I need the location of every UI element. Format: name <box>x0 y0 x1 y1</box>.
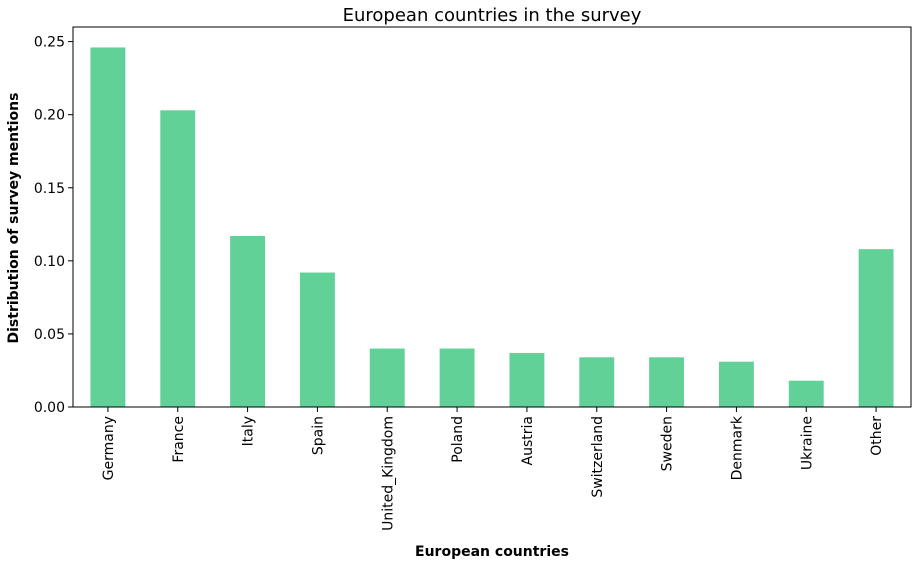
x-tick-label: Sweden <box>660 416 676 471</box>
x-tick-label: Spain <box>310 416 326 455</box>
x-tick-label: Ukraine <box>799 416 815 470</box>
bar-germany <box>90 47 126 407</box>
x-tick-label: Denmark <box>729 415 745 480</box>
x-tick-label: Switzerland <box>590 416 606 498</box>
x-axis: Germany France Italy Spain United_Kingdom Pol… <box>101 407 885 531</box>
bars-group <box>90 47 894 408</box>
x-tick-label: Poland <box>450 416 466 463</box>
bar-france <box>160 110 196 408</box>
x-tick-label: United_Kingdom <box>380 416 396 531</box>
x-tick-label: Austria <box>520 416 536 465</box>
x-tick-label: Other <box>869 416 885 456</box>
bar-sweden <box>649 357 685 407</box>
bar-denmark <box>718 361 754 407</box>
y-tick-label: 0.20 <box>34 108 65 124</box>
y-tick-label: 0.00 <box>34 400 65 416</box>
y-axis: 0.00 0.05 0.10 0.15 0.20 0.25 <box>34 35 73 416</box>
y-tick-label: 0.15 <box>34 181 65 197</box>
bar-united-kingdom <box>369 348 405 407</box>
x-tick-label: Germany <box>101 416 117 480</box>
chart-title: European countries in the survey <box>343 5 642 26</box>
y-tick-label: 0.25 <box>34 35 65 51</box>
y-tick-label: 0.10 <box>34 254 65 270</box>
bar-ukraine <box>788 380 824 407</box>
y-tick-label: 0.05 <box>34 327 65 343</box>
bar-switzerland <box>579 357 615 407</box>
bar-other <box>858 249 894 407</box>
plot-frame <box>72 26 912 408</box>
bar-austria <box>509 352 545 407</box>
bar-italy <box>230 236 266 407</box>
x-tick-label: France <box>171 416 187 463</box>
bar-spain <box>299 272 335 407</box>
x-axis-label: European countries <box>415 544 569 560</box>
y-axis-label: Distribution of survey mentions <box>6 93 22 344</box>
bar-poland <box>439 348 475 407</box>
x-tick-label: Italy <box>241 416 257 446</box>
